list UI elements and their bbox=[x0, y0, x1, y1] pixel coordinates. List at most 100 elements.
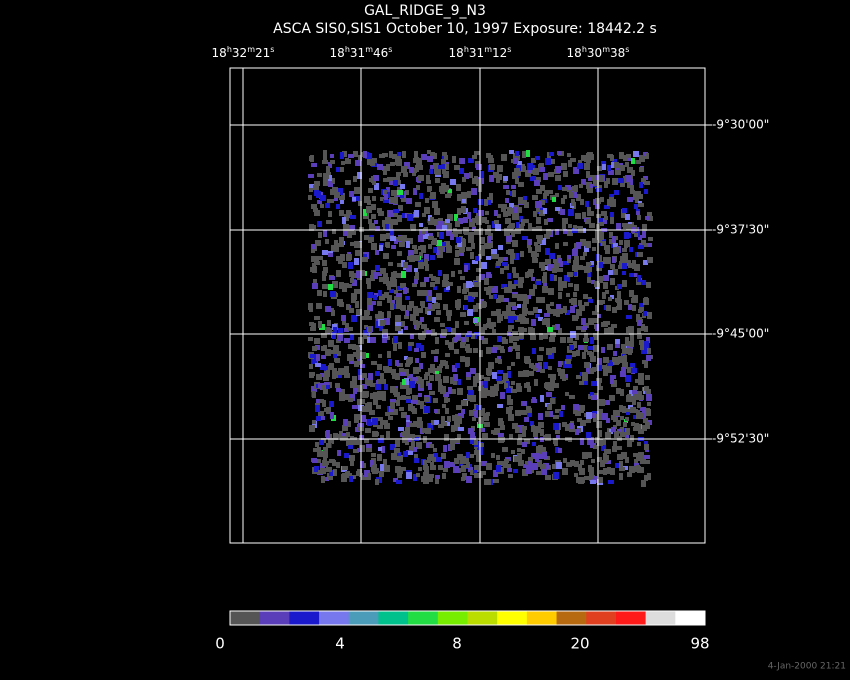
pixel bbox=[311, 256, 316, 262]
pixel bbox=[493, 294, 497, 299]
pixel bbox=[416, 158, 422, 165]
pixel bbox=[584, 333, 588, 339]
pixel bbox=[335, 383, 340, 388]
pixel bbox=[504, 459, 509, 463]
pixel bbox=[341, 315, 346, 321]
pixel bbox=[406, 415, 410, 420]
pixel bbox=[316, 374, 322, 380]
pixel bbox=[505, 464, 511, 468]
pixel bbox=[640, 407, 646, 411]
pixel bbox=[644, 386, 649, 391]
pixel bbox=[544, 383, 550, 388]
pixel bbox=[387, 281, 393, 287]
pixel bbox=[611, 415, 615, 420]
pixel bbox=[528, 269, 534, 273]
pixel bbox=[486, 323, 490, 328]
pixel bbox=[616, 420, 621, 425]
pixel bbox=[411, 400, 417, 404]
pixel bbox=[427, 475, 433, 482]
pixel bbox=[468, 158, 474, 163]
pixel bbox=[476, 276, 481, 282]
pixel bbox=[357, 399, 361, 405]
pixel bbox=[438, 385, 443, 392]
pixel bbox=[458, 270, 462, 274]
pixel bbox=[629, 330, 634, 335]
pixel bbox=[332, 187, 338, 192]
pixel bbox=[352, 376, 357, 383]
pixel bbox=[468, 296, 474, 302]
pixel bbox=[623, 422, 627, 427]
pixel bbox=[386, 164, 390, 171]
pixel bbox=[344, 214, 349, 221]
pixel bbox=[428, 244, 432, 249]
pixel bbox=[370, 383, 376, 387]
pixel bbox=[474, 450, 480, 455]
pixel bbox=[543, 463, 549, 469]
pixel bbox=[434, 211, 440, 215]
pixel bbox=[625, 214, 630, 220]
pixel bbox=[610, 468, 615, 475]
pixel bbox=[442, 280, 448, 287]
pixel bbox=[484, 278, 489, 285]
pixel bbox=[309, 188, 313, 192]
pixel bbox=[406, 241, 410, 248]
pixel bbox=[329, 470, 333, 476]
pixel bbox=[530, 421, 534, 426]
pixel bbox=[587, 152, 593, 159]
pixel bbox=[513, 336, 519, 341]
pixel bbox=[612, 446, 617, 452]
pixel bbox=[366, 278, 371, 284]
ra-label-part: h bbox=[582, 45, 587, 54]
pixel bbox=[627, 167, 633, 173]
pixel bbox=[334, 192, 340, 198]
pixel bbox=[329, 350, 335, 354]
pixel bbox=[514, 280, 518, 284]
pixel bbox=[539, 200, 545, 205]
pixel bbox=[528, 249, 532, 253]
pixel bbox=[328, 340, 334, 347]
pixel bbox=[414, 249, 418, 254]
pixel bbox=[435, 479, 439, 484]
pixel bbox=[436, 240, 442, 246]
pixel bbox=[538, 164, 543, 168]
pixel bbox=[487, 372, 491, 376]
pixel bbox=[316, 303, 322, 309]
pixel bbox=[353, 449, 359, 453]
pixel bbox=[397, 263, 401, 267]
pixel bbox=[468, 390, 474, 395]
pixel bbox=[603, 468, 607, 475]
pixel bbox=[402, 213, 406, 218]
pixel bbox=[549, 337, 555, 342]
pixel bbox=[493, 479, 499, 483]
pixel bbox=[608, 297, 612, 301]
pixel bbox=[444, 461, 450, 468]
pixel bbox=[568, 160, 572, 167]
pixel bbox=[559, 261, 563, 267]
pixel bbox=[406, 198, 412, 204]
pixel bbox=[385, 224, 389, 231]
pixel bbox=[517, 161, 522, 165]
pixel bbox=[541, 452, 547, 459]
pixel bbox=[597, 358, 602, 362]
pixel bbox=[619, 165, 625, 171]
pixel bbox=[442, 242, 446, 246]
pixel bbox=[404, 378, 409, 385]
pixel bbox=[393, 344, 397, 351]
pixel bbox=[511, 381, 515, 385]
pixel bbox=[350, 278, 354, 283]
pixel bbox=[349, 476, 353, 482]
pixel bbox=[366, 446, 372, 452]
pixel bbox=[454, 258, 460, 265]
pixel bbox=[487, 225, 491, 232]
pixel bbox=[496, 261, 501, 266]
pixel bbox=[580, 438, 584, 445]
pixel bbox=[445, 353, 450, 357]
pixel bbox=[625, 175, 631, 182]
pixel bbox=[321, 385, 326, 390]
pixel bbox=[600, 175, 604, 182]
pixel bbox=[384, 318, 390, 325]
pixel bbox=[627, 394, 631, 401]
pixel bbox=[599, 229, 604, 236]
pixel bbox=[619, 461, 623, 468]
pixel bbox=[518, 371, 523, 377]
